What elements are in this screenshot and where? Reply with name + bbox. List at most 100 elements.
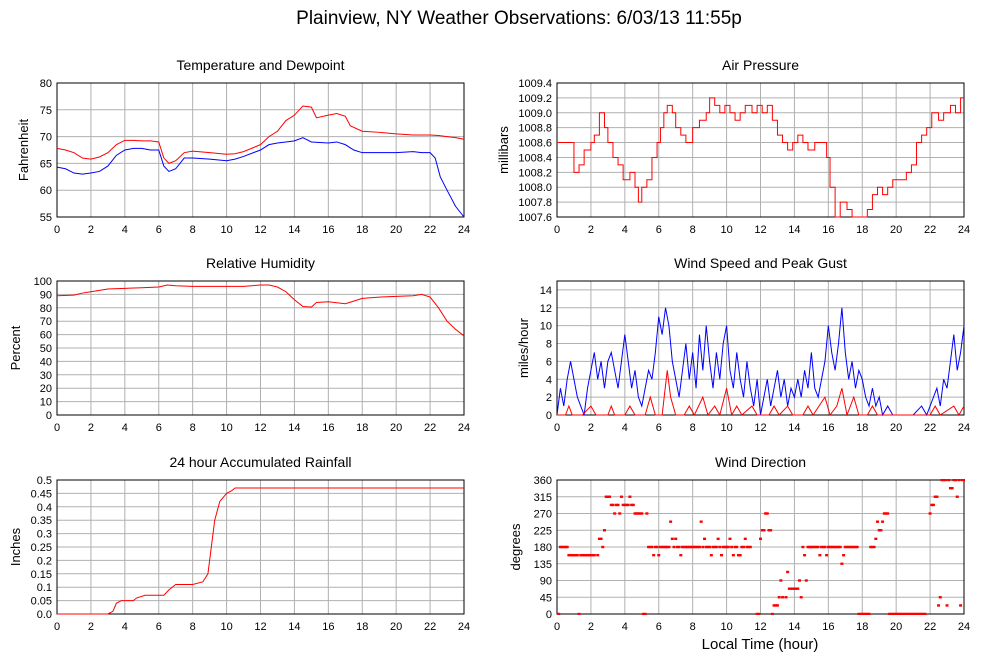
x-tick-label: 0	[54, 422, 60, 434]
wind-direction-point	[635, 512, 639, 515]
wind-direction-point	[703, 537, 707, 541]
wind-direction-point	[572, 553, 576, 557]
wind-direction-point	[696, 545, 700, 549]
x-tick-label: 4	[122, 621, 128, 633]
wind-direction-point	[589, 553, 593, 557]
wind-direction-point	[764, 512, 768, 515]
wind-direction-point	[814, 545, 818, 549]
y-tick-label: 0.1	[37, 582, 52, 594]
x-tick-label: 10	[220, 224, 232, 236]
wind-direction-point	[611, 503, 615, 507]
wind-direction-point	[643, 612, 647, 615]
wind-direction-point	[837, 545, 841, 549]
wind-direction-point	[955, 495, 959, 498]
wind-direction-point	[772, 604, 776, 607]
wind-direction-point	[947, 479, 951, 482]
plot-frame	[56, 280, 465, 416]
wind-direction-point	[874, 537, 878, 541]
x-tick-label: 16	[822, 422, 834, 434]
y-tick-label: 0.35	[31, 515, 52, 527]
wind-direction-point	[755, 612, 759, 615]
y-axis-label: miles/hour	[516, 317, 531, 378]
wind-direction-point	[915, 612, 919, 615]
wind-direction-point	[860, 612, 864, 615]
wind-direction-point	[859, 612, 863, 615]
wind-direction-point	[614, 503, 618, 507]
x-tick-label: 0	[554, 422, 560, 434]
y-axis-label: Inches	[8, 527, 23, 566]
x-tick-label: 16	[322, 422, 334, 434]
wind-direction-point	[708, 545, 712, 549]
pressure-series-line-0	[557, 97, 964, 218]
y-tick-label: 1008.0	[518, 182, 552, 194]
y-tick-label: 1008.4	[518, 152, 552, 164]
x-tick-label: 2	[88, 621, 94, 633]
wind-direction-point	[684, 545, 688, 549]
y-axis-label: degrees	[508, 523, 523, 570]
x-tick-label: 14	[788, 621, 800, 633]
chart-title: Relative Humidity	[206, 255, 315, 271]
wind-direction-point	[558, 545, 562, 549]
wind-direction-point	[945, 604, 949, 607]
y-tick-label: 0	[46, 410, 52, 422]
wind-direction-point	[813, 545, 817, 549]
x-tick-label: 6	[156, 224, 162, 236]
wind-direction-point	[735, 545, 739, 549]
x-tick-label: 2	[588, 422, 594, 434]
x-tick-label: 6	[656, 224, 662, 236]
y-tick-label: 50	[40, 343, 52, 355]
wind-direction-point	[921, 612, 925, 615]
x-tick-label: 0	[54, 621, 60, 633]
wind-direction-point	[913, 612, 917, 615]
wind-direction-point	[779, 579, 783, 582]
wind-direction-point	[799, 596, 803, 599]
wind-direction-point	[930, 503, 934, 507]
wind-direction-point	[602, 529, 606, 532]
y-tick-label: 0.45	[31, 488, 52, 500]
wind-direction-point	[809, 545, 813, 549]
wind-direction-point	[786, 570, 790, 574]
x-tick-label: 10	[720, 422, 732, 434]
x-tick-label: 10	[220, 422, 232, 434]
wind-direction-point	[638, 512, 642, 515]
wind-direction-point	[733, 545, 737, 549]
wind-direction-point	[613, 512, 617, 515]
chart-title: 24 hour Accumulated Rainfall	[169, 454, 351, 470]
wind-direction-point	[867, 612, 871, 615]
x-tick-label: 6	[656, 621, 662, 633]
y-tick-label: 6	[546, 356, 552, 368]
wind-direction-point	[899, 612, 903, 615]
wind-direction-point	[886, 512, 890, 515]
wind-direction-point	[826, 545, 830, 549]
wind-direction-point	[792, 587, 796, 590]
x-tick-label: 22	[424, 422, 436, 434]
wind-direction-point	[828, 545, 832, 549]
y-tick-label: 1007.8	[518, 197, 552, 209]
wind-direction-point	[948, 486, 952, 490]
wind-direction-point	[653, 545, 657, 549]
wind-direction-point	[904, 612, 908, 615]
wind-direction-point	[811, 545, 815, 549]
y-tick-label: 70	[40, 316, 52, 328]
wind-direction-point	[855, 545, 859, 549]
wind-direction-point	[747, 545, 751, 549]
x-tick-label: 16	[822, 621, 834, 633]
wind-direction-point	[957, 479, 961, 482]
wind-direction-point	[876, 520, 880, 523]
y-tick-label: 20	[40, 383, 52, 395]
y-tick-label: 60	[40, 185, 52, 197]
wind-direction-point	[591, 553, 595, 557]
x-tick-label: 6	[656, 422, 662, 434]
wind-direction-point	[864, 612, 868, 615]
y-tick-label: 40	[40, 356, 52, 368]
wind-direction-point	[853, 545, 857, 549]
wind-direction-point	[699, 520, 703, 523]
wind-direction-point	[887, 612, 891, 615]
wind-series-line-1	[557, 370, 965, 416]
y-tick-label: 55	[40, 212, 52, 224]
x-tick-label: 24	[458, 224, 470, 236]
wind-direction-point	[582, 553, 586, 557]
page-title: Plainview, NY Weather Observations: 6/03…	[296, 8, 742, 29]
y-tick-label: 60	[40, 330, 52, 342]
